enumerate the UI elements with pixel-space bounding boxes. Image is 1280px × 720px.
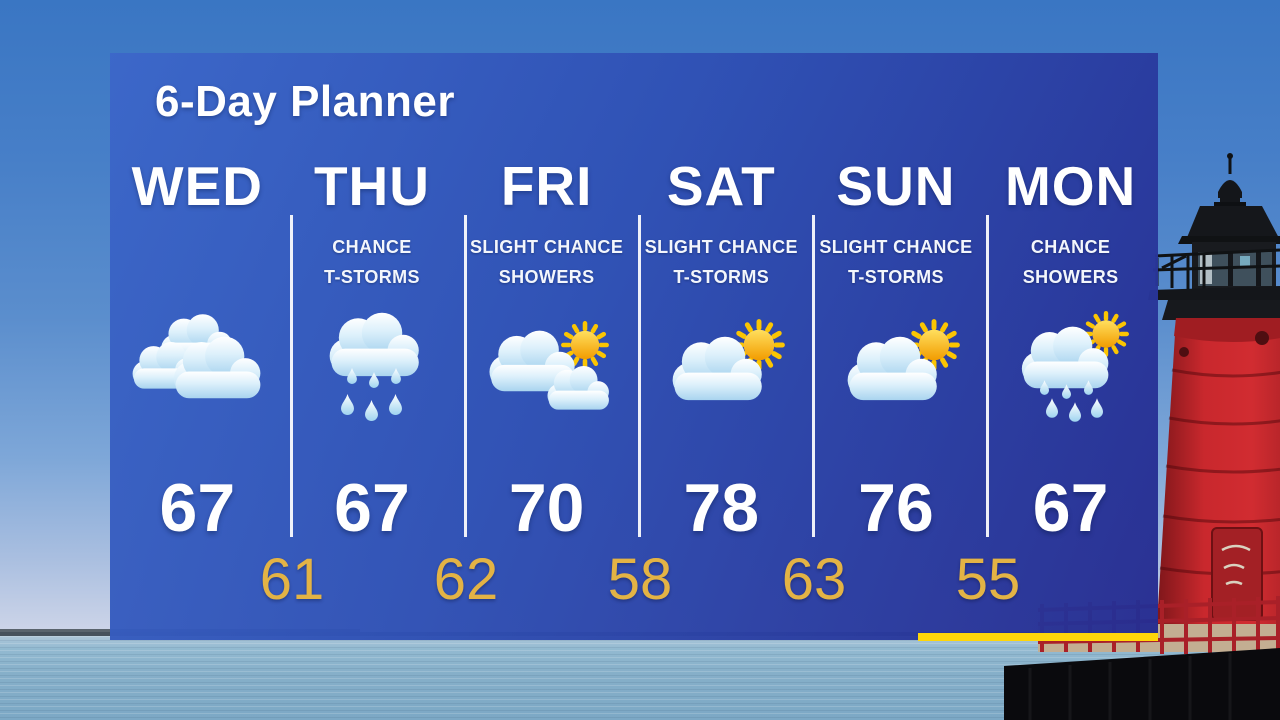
sun-behind-clouds-icon <box>489 310 622 410</box>
forecast-panel: 6-Day Planner WED 67 THU CHANCE T-STORMS <box>110 53 1158 641</box>
condition-label: CHANCE T-STORMS <box>324 237 420 287</box>
condition-label: SLIGHT CHANCE T-STORMS <box>819 237 973 287</box>
day-label: WED <box>131 155 263 217</box>
high-temp: 67 <box>334 470 410 546</box>
day-label: MON <box>1004 155 1137 217</box>
partly-sunny-icon <box>847 310 971 400</box>
low-temp: 62 <box>433 547 499 612</box>
high-temp: 67 <box>1032 470 1109 546</box>
high-temp: 70 <box>508 470 585 546</box>
day-label: THU <box>313 155 430 217</box>
column-sun: SUN SLIGHT CHANCE T-STORMS 76 <box>809 53 984 640</box>
day-label: SAT <box>666 155 776 217</box>
column-mon: MON CHANCE SHOWERS 67 <box>983 53 1158 640</box>
column-fri: FRI SLIGHT CHANCE SHOWERS 70 <box>459 53 634 640</box>
column-divider <box>464 215 467 537</box>
low-temp: 58 <box>607 547 673 612</box>
page-title: 6-Day Planner <box>155 77 455 126</box>
day-label: FRI <box>500 155 593 217</box>
column-divider <box>290 215 293 537</box>
partly-sunny-icon <box>672 310 796 400</box>
column-divider <box>986 215 989 537</box>
column-wed: WED 67 <box>110 53 285 640</box>
sun-cloud-rain-icon <box>1021 310 1146 422</box>
column-thu: THU CHANCE T-STORMS 67 <box>285 53 460 640</box>
column-divider <box>638 215 641 537</box>
day-columns: WED 67 THU CHANCE T-STORMS <box>110 53 1158 640</box>
condition-label: CHANCE SHOWERS <box>1022 237 1119 287</box>
day-label: SUN <box>836 155 956 217</box>
high-temp: 76 <box>858 470 934 546</box>
high-temp: 78 <box>683 470 760 546</box>
accent-bar <box>918 633 1158 641</box>
low-temp: 63 <box>781 547 847 612</box>
column-sat: SAT SLIGHT CHANCE T-STORMS 78 <box>634 53 809 640</box>
condition-label: SLIGHT CHANCE T-STORMS <box>644 237 798 287</box>
mostly-cloudy-icon <box>132 313 261 398</box>
condition-label: SLIGHT CHANCE SHOWERS <box>470 237 624 287</box>
low-temp: 55 <box>955 547 1021 612</box>
low-temp: 61 <box>259 547 325 612</box>
high-temp: 67 <box>159 470 236 546</box>
rain-t-storms-icon <box>329 312 419 421</box>
column-divider <box>812 215 815 537</box>
